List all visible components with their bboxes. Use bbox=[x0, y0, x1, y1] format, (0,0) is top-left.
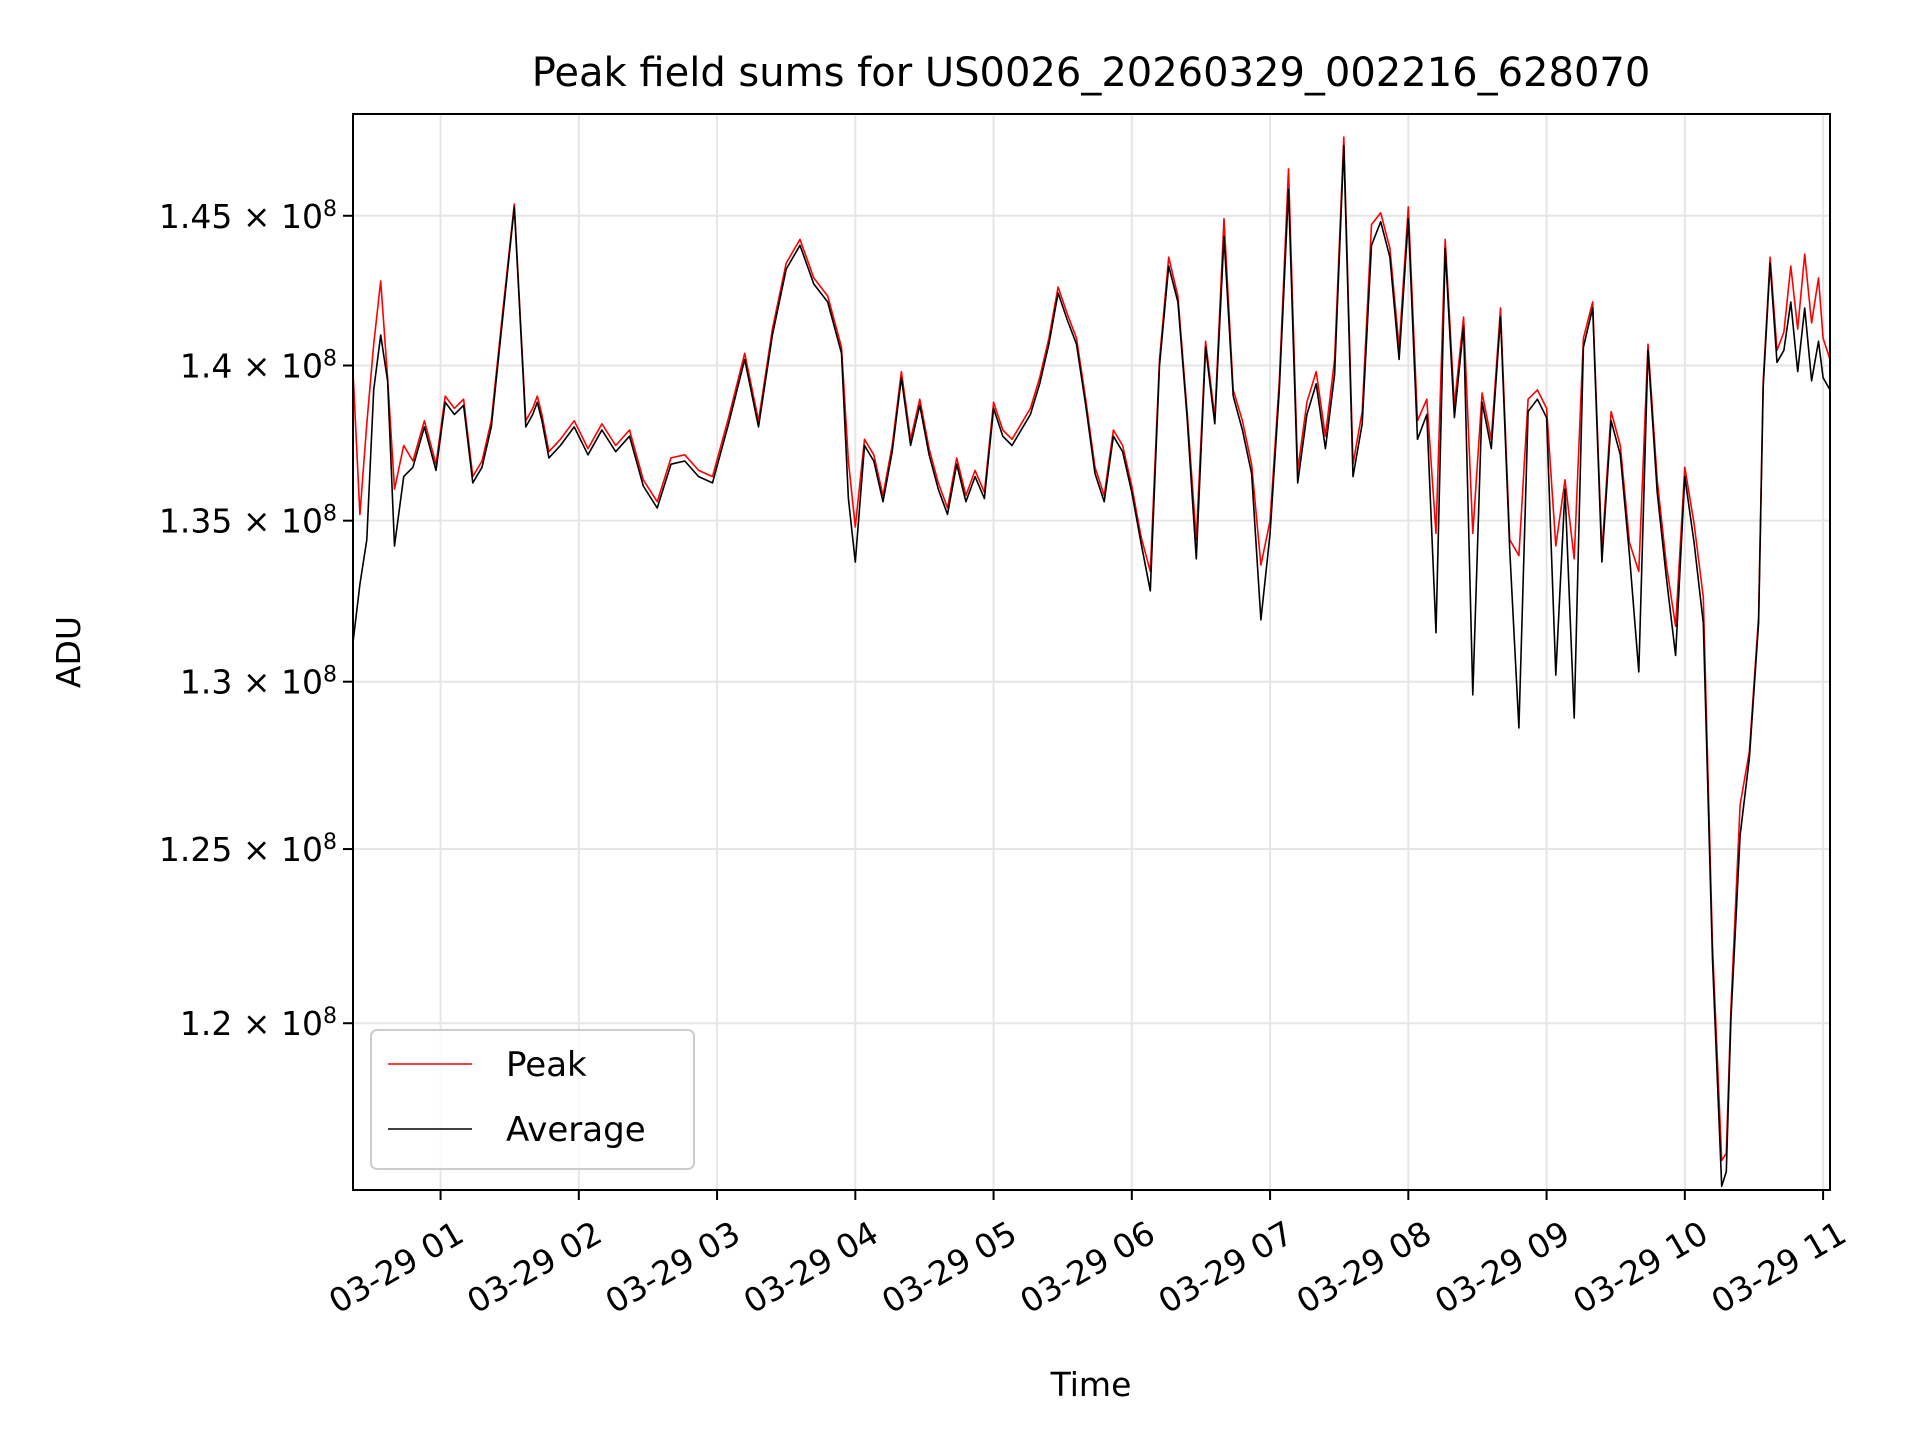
legend: Peak Average bbox=[370, 1029, 695, 1170]
series-line-average bbox=[352, 144, 1831, 1188]
series-lines bbox=[352, 136, 1831, 1188]
y-tick-label: 1.45 × 108 bbox=[159, 196, 337, 236]
y-tick-label: 1.3 × 108 bbox=[180, 662, 337, 702]
chart-title: Peak field sums for US0026_20260329_0022… bbox=[532, 50, 1651, 96]
y-tick-label: 1.4 × 108 bbox=[180, 346, 337, 386]
legend-label-peak: Peak bbox=[506, 1045, 587, 1085]
x-axis-label: Time bbox=[1050, 1365, 1132, 1404]
y-tick-label: 1.35 × 108 bbox=[159, 501, 337, 541]
grid-lines bbox=[353, 114, 1830, 1190]
y-tick-label: 1.2 × 108 bbox=[180, 1004, 337, 1044]
y-tick-label: 1.25 × 108 bbox=[159, 830, 337, 870]
y-axis-ticks: 1.2 × 108 1.25 × 108 1.3 × 108 1.35 × 108 1.… bbox=[159, 196, 353, 1043]
plot-frame bbox=[352, 113, 1831, 1191]
legend-label-average: Average bbox=[506, 1110, 646, 1150]
y-axis-label: ADU bbox=[49, 616, 88, 688]
